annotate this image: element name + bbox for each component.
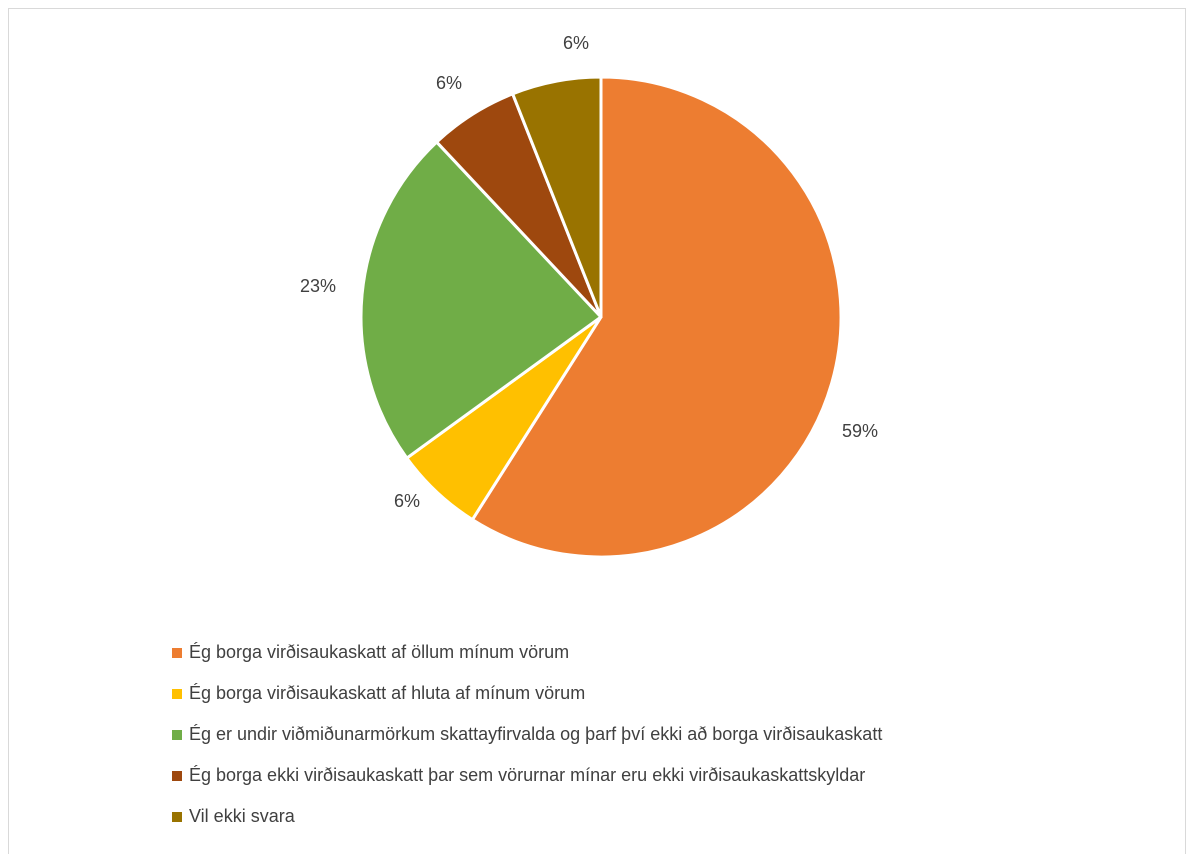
legend-label-2: Ég borga virðisaukaskatt af hluta af mín… [189,683,586,703]
legend-swatch-3 [172,729,182,740]
pie-slice-5 [511,75,603,319]
legend-item-5: Vil ekki svara [172,796,882,837]
legend-item-1: Ég borga virðisaukaskatt af öllum mínum … [172,632,882,673]
legend-swatch-2 [172,688,182,699]
slice-label-5: 6% [563,33,589,53]
slice-label-2: 6% [394,491,420,511]
legend-label-1: Ég borga virðisaukaskatt af öllum mínum … [189,642,570,662]
slice-label-4: 6% [436,73,462,93]
legend-item-4: Ég borga ekki virðisaukaskatt þar sem vö… [172,755,882,796]
pie-slice-1 [470,75,843,559]
slice-label-1: 59% [842,421,878,441]
legend-swatch-4 [172,770,182,781]
legend-label-3: Ég er undir viðmiðunarmörkum skattayfirv… [189,724,883,744]
legend: Ég borga virðisaukaskatt af öllum mínum … [172,632,882,837]
legend-item-3: Ég er undir viðmiðunarmörkum skattayfirv… [172,714,882,755]
legend-item-2: Ég borga virðisaukaskatt af hluta af mín… [172,673,882,714]
legend-swatch-1 [172,647,182,658]
legend-swatch-5 [172,811,182,822]
slice-label-3: 23% [300,276,336,296]
legend-label-4: Ég borga ekki virðisaukaskatt þar sem vö… [189,765,866,785]
legend-label-5: Vil ekki svara [189,806,295,826]
pie-slice-3 [359,140,603,460]
